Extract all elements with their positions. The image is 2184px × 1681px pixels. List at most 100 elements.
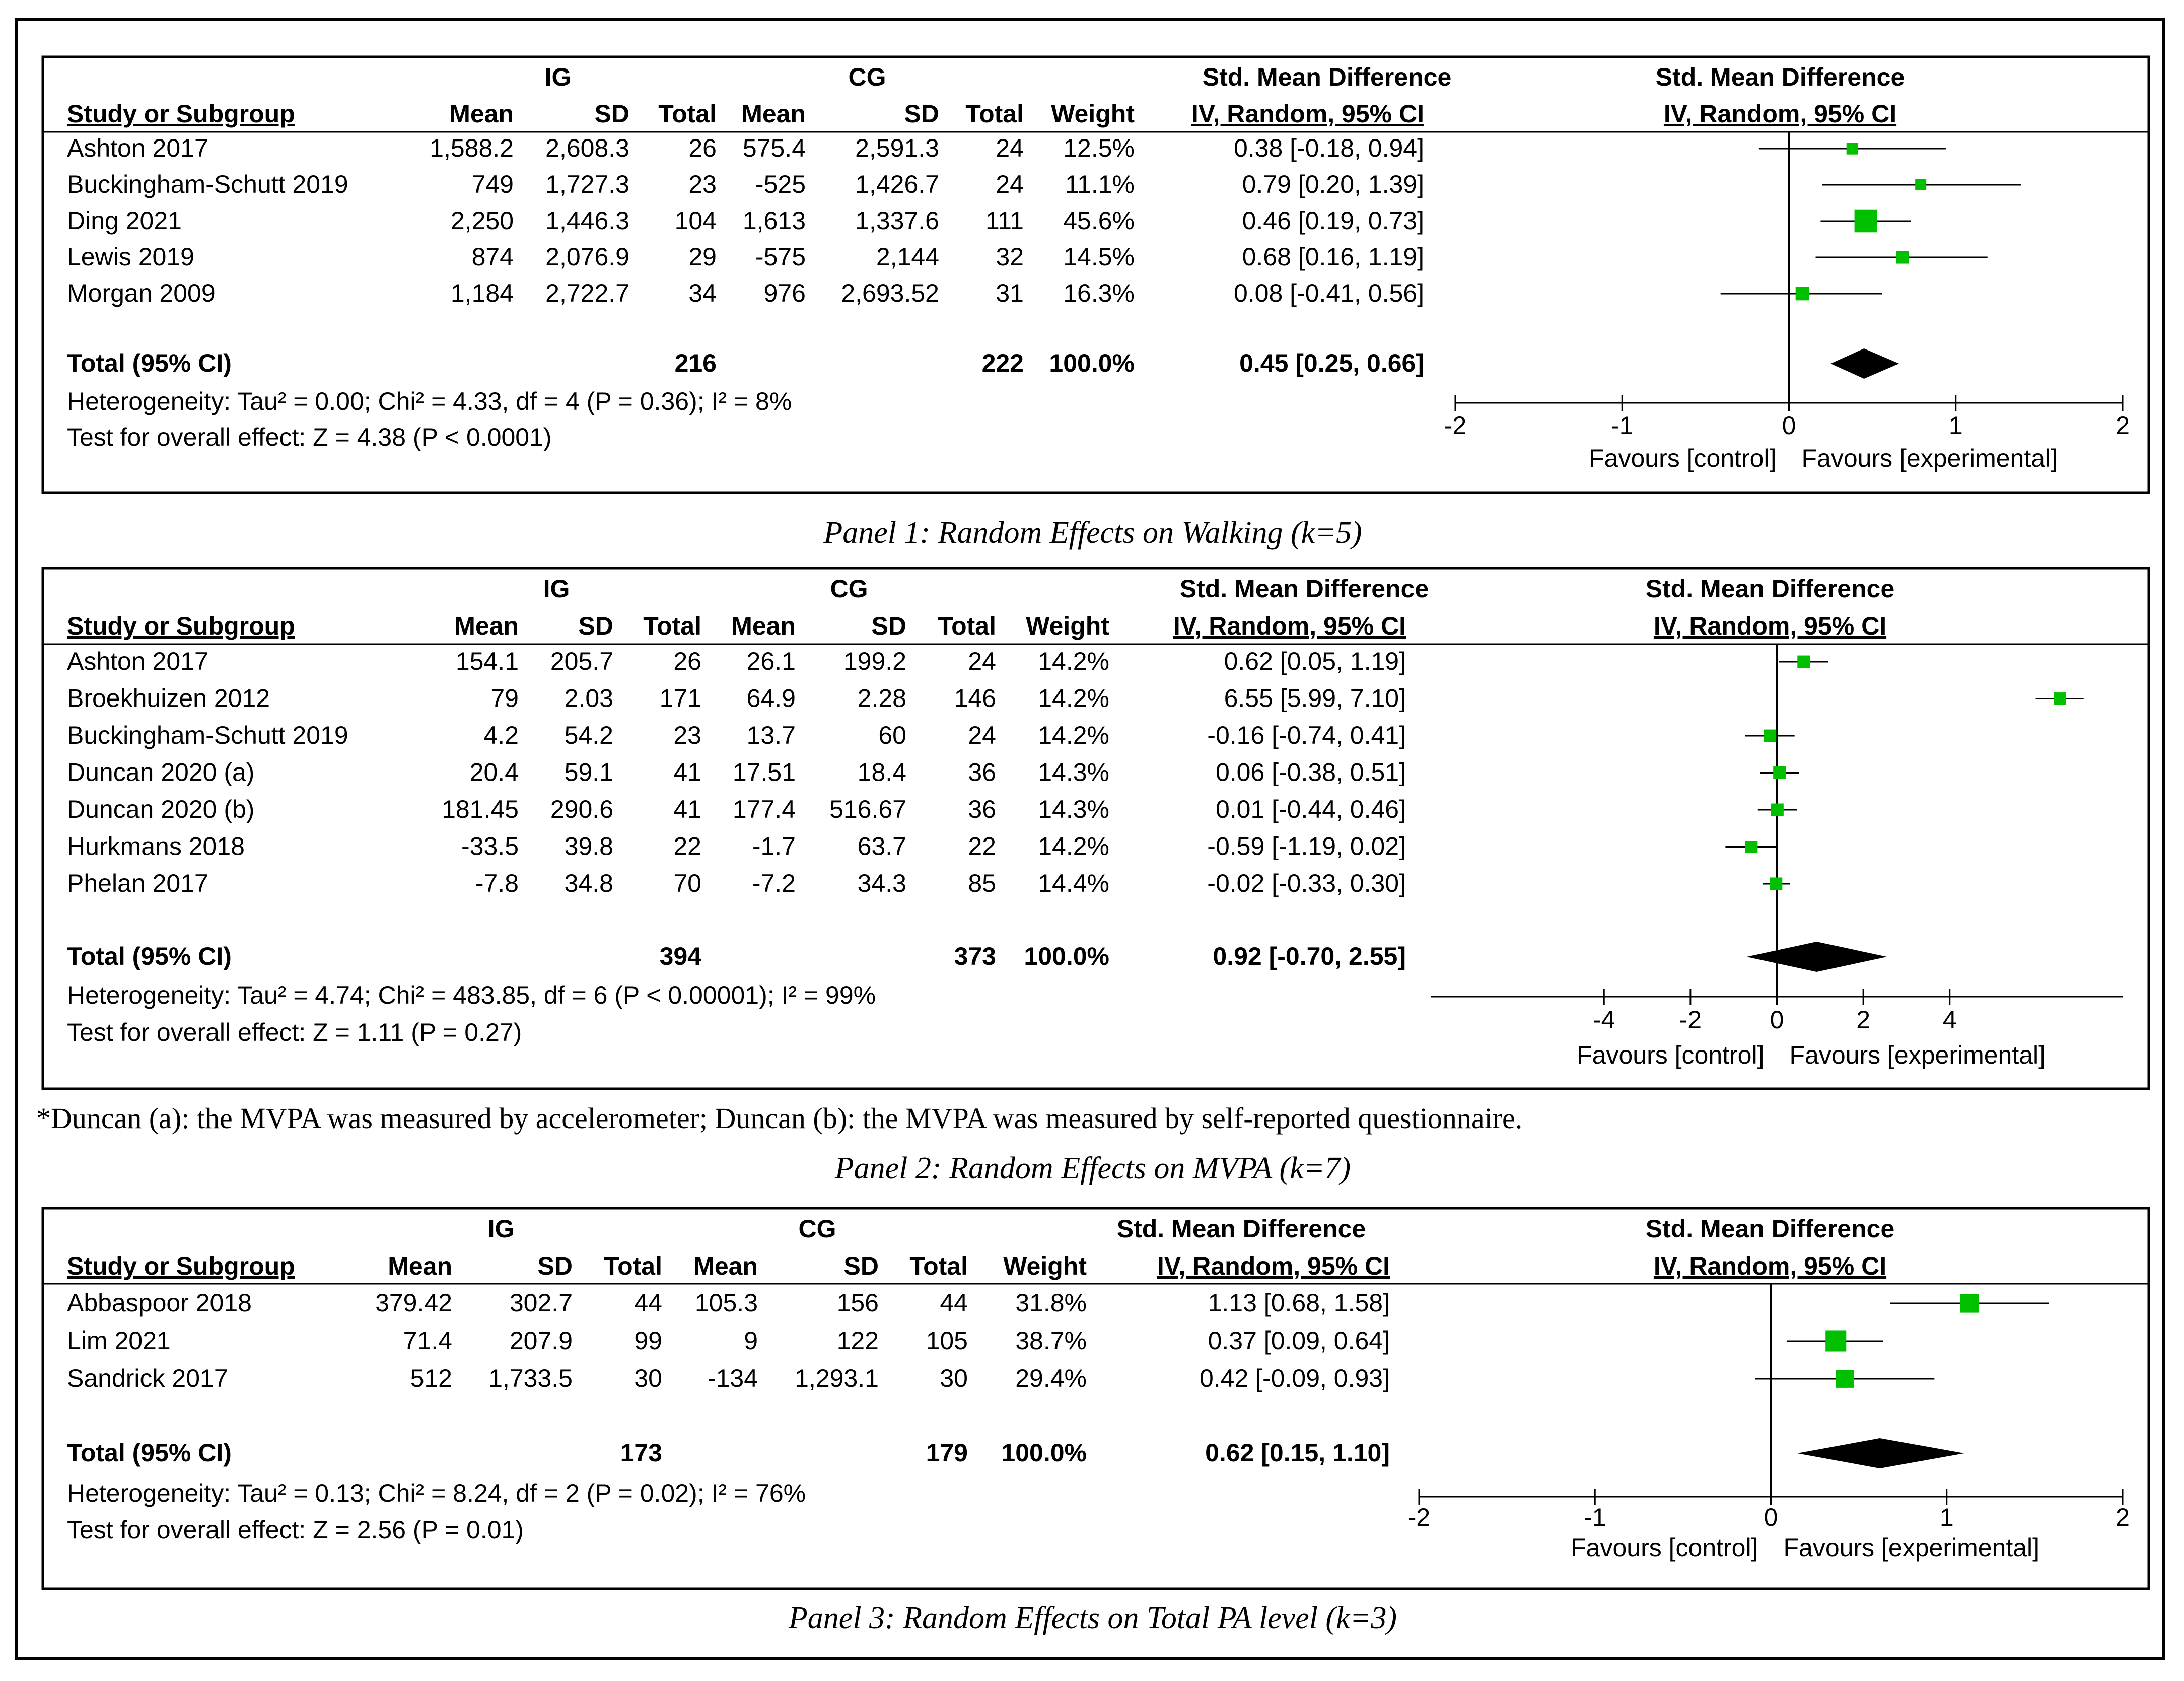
total-ci: 0.92 [-0.70, 2.55]: [1213, 942, 1406, 970]
smd-header: Std. Mean Difference: [1203, 63, 1452, 91]
cg-mean-header: Mean: [693, 1252, 758, 1280]
ig-total: 41: [673, 795, 701, 823]
ig-sd: 302.7: [510, 1289, 573, 1317]
cg-sd-header: SD: [872, 612, 906, 640]
smd-header: Std. Mean Difference: [1180, 575, 1429, 603]
ig-mean: 20.4: [470, 758, 519, 787]
tick-label: 0: [1782, 411, 1796, 440]
study-column-header: Study or Subgroup: [67, 612, 295, 640]
ig-mean: -33.5: [461, 832, 519, 861]
cg-sd: 1,426.7: [855, 170, 939, 198]
panel-caption: Panel 2: Random Effects on MVPA (k=7): [834, 1151, 1351, 1185]
effect-marker: [1764, 729, 1777, 742]
cg-total: 85: [968, 869, 996, 897]
cg-sd: 2,144: [876, 243, 939, 271]
effect-marker: [1896, 251, 1909, 264]
table-row: Lewis 2019 874 2,076.9 29 -575 2,144 32 14.5% 0.…: [67, 243, 1988, 271]
ig-sd: 39.8: [565, 832, 613, 861]
weight: 12.5%: [1063, 134, 1135, 162]
favours-experimental-label: Favours [experimental]: [1784, 1533, 2040, 1562]
cg-total: 146: [954, 684, 996, 713]
table-row: Sandrick 2017 512 1,733.5 30 -134 1,293.1 30 29…: [67, 1364, 1935, 1392]
cg-total: 31: [996, 279, 1024, 307]
effect-marker: [1770, 877, 1783, 890]
smd-ci: 0.46 [0.19, 0.73]: [1242, 206, 1424, 235]
ig-sd: 2,608.3: [545, 134, 629, 162]
ig-total-header: Total: [604, 1252, 662, 1280]
cg-total: 36: [968, 795, 996, 823]
ig-sd: 1,446.3: [545, 206, 629, 235]
heterogeneity-text: Heterogeneity: Tau² = 0.00; Chi² = 4.33,…: [67, 387, 792, 415]
ig-total: 29: [688, 243, 717, 271]
smd-ci: 0.38 [-0.18, 0.94]: [1234, 134, 1424, 162]
favours-experimental-label: Favours [experimental]: [1802, 444, 2058, 472]
panel-caption: Panel 3: Random Effects on Total PA leve…: [788, 1601, 1397, 1635]
cg-sd: 2.28: [858, 684, 906, 713]
cg-sd: 122: [837, 1326, 879, 1355]
total-ig: 394: [660, 942, 702, 970]
ig-mean: 874: [472, 243, 514, 271]
cg-mean: -134: [708, 1364, 758, 1392]
ig-sd: 59.1: [565, 758, 613, 787]
plot-method-header: IV, Random, 95% CI: [1654, 612, 1886, 640]
smd-ci: 0.37 [0.09, 0.64]: [1208, 1326, 1390, 1355]
study-name: Phelan 2017: [67, 869, 208, 897]
cg-total: 24: [968, 721, 996, 749]
ig-sd: 205.7: [550, 647, 613, 675]
study-name: Lewis 2019: [67, 243, 194, 271]
ig-mean-header: Mean: [449, 100, 514, 128]
panel-caption: Panel 1: Random Effects on Walking (k=5): [823, 516, 1362, 550]
pooled-diamond: [1830, 348, 1899, 379]
cg-total-header: Total: [938, 612, 996, 640]
plot-smd-header: Std. Mean Difference: [1656, 63, 1905, 91]
smd-ci: 0.62 [0.05, 1.19]: [1224, 647, 1406, 675]
footnote: *Duncan (a): the MVPA was measured by ac…: [36, 1102, 1522, 1135]
study-column-header: Study or Subgroup: [67, 100, 295, 128]
ig-mean: 2,250: [451, 206, 514, 235]
forest-panel-1: IG CG Std. Mean Difference Std. Mean Differ…: [41, 55, 2150, 550]
cg-sd: 1,293.1: [795, 1364, 879, 1392]
ig-mean-header: Mean: [388, 1252, 452, 1280]
cg-total-header: Total: [965, 100, 1024, 128]
total-cg: 222: [982, 349, 1024, 377]
smd-ci: -0.02 [-0.33, 0.30]: [1207, 869, 1406, 897]
ig-total: 22: [673, 832, 701, 861]
method-header: IV, Random, 95% CI: [1173, 612, 1406, 640]
cg-sd: 516.67: [829, 795, 906, 823]
x-axis: -2 -1 0 1 2: [1408, 1489, 2130, 1531]
study-name: Duncan 2020 (b): [67, 795, 254, 823]
ig-total: 26: [673, 647, 701, 675]
tick-label: -2: [1679, 1006, 1702, 1034]
ig-sd-header: SD: [595, 100, 629, 128]
ig-total: 44: [634, 1289, 662, 1317]
effect-marker: [1915, 179, 1927, 190]
weight: 29.4%: [1015, 1364, 1087, 1392]
ig-mean: 79: [490, 684, 519, 713]
cg-sd: 199.2: [843, 647, 906, 675]
cg-total: 36: [968, 758, 996, 787]
total-cg: 373: [954, 942, 996, 970]
smd-ci: 0.79 [0.20, 1.39]: [1242, 170, 1424, 198]
tick-label: 0: [1764, 1503, 1778, 1531]
cg-sd: 60: [878, 721, 906, 749]
study-name: Morgan 2009: [67, 279, 216, 307]
ig-mean: 4.2: [483, 721, 519, 749]
overall-effect-text: Test for overall effect: Z = 4.38 (P < 0…: [67, 423, 552, 451]
tick-label: -2: [1444, 411, 1466, 440]
cg-total: 111: [985, 206, 1024, 235]
tick-label: 0: [1770, 1006, 1784, 1034]
smd-ci: -0.59 [-1.19, 0.02]: [1207, 832, 1406, 861]
ig-total: 70: [673, 869, 701, 897]
ig-total-header: Total: [643, 612, 701, 640]
tick-label: 2: [2116, 411, 2130, 440]
cg-mean: 26.1: [747, 647, 796, 675]
ig-sd: 34.8: [565, 869, 613, 897]
weight-header: Weight: [1051, 100, 1135, 128]
weight: 14.2%: [1038, 647, 1109, 675]
cg-sd: 2,693.52: [841, 279, 939, 307]
forest-panel-3: IG CG Std. Mean Difference Std. Mean Differ…: [41, 1207, 2150, 1635]
cg-mean: -7.2: [752, 869, 796, 897]
cg-header: CG: [830, 575, 868, 603]
total-row: Total (95% CI) 173 179 100.0% 0.62 [0.15, 1.…: [67, 1438, 1964, 1468]
